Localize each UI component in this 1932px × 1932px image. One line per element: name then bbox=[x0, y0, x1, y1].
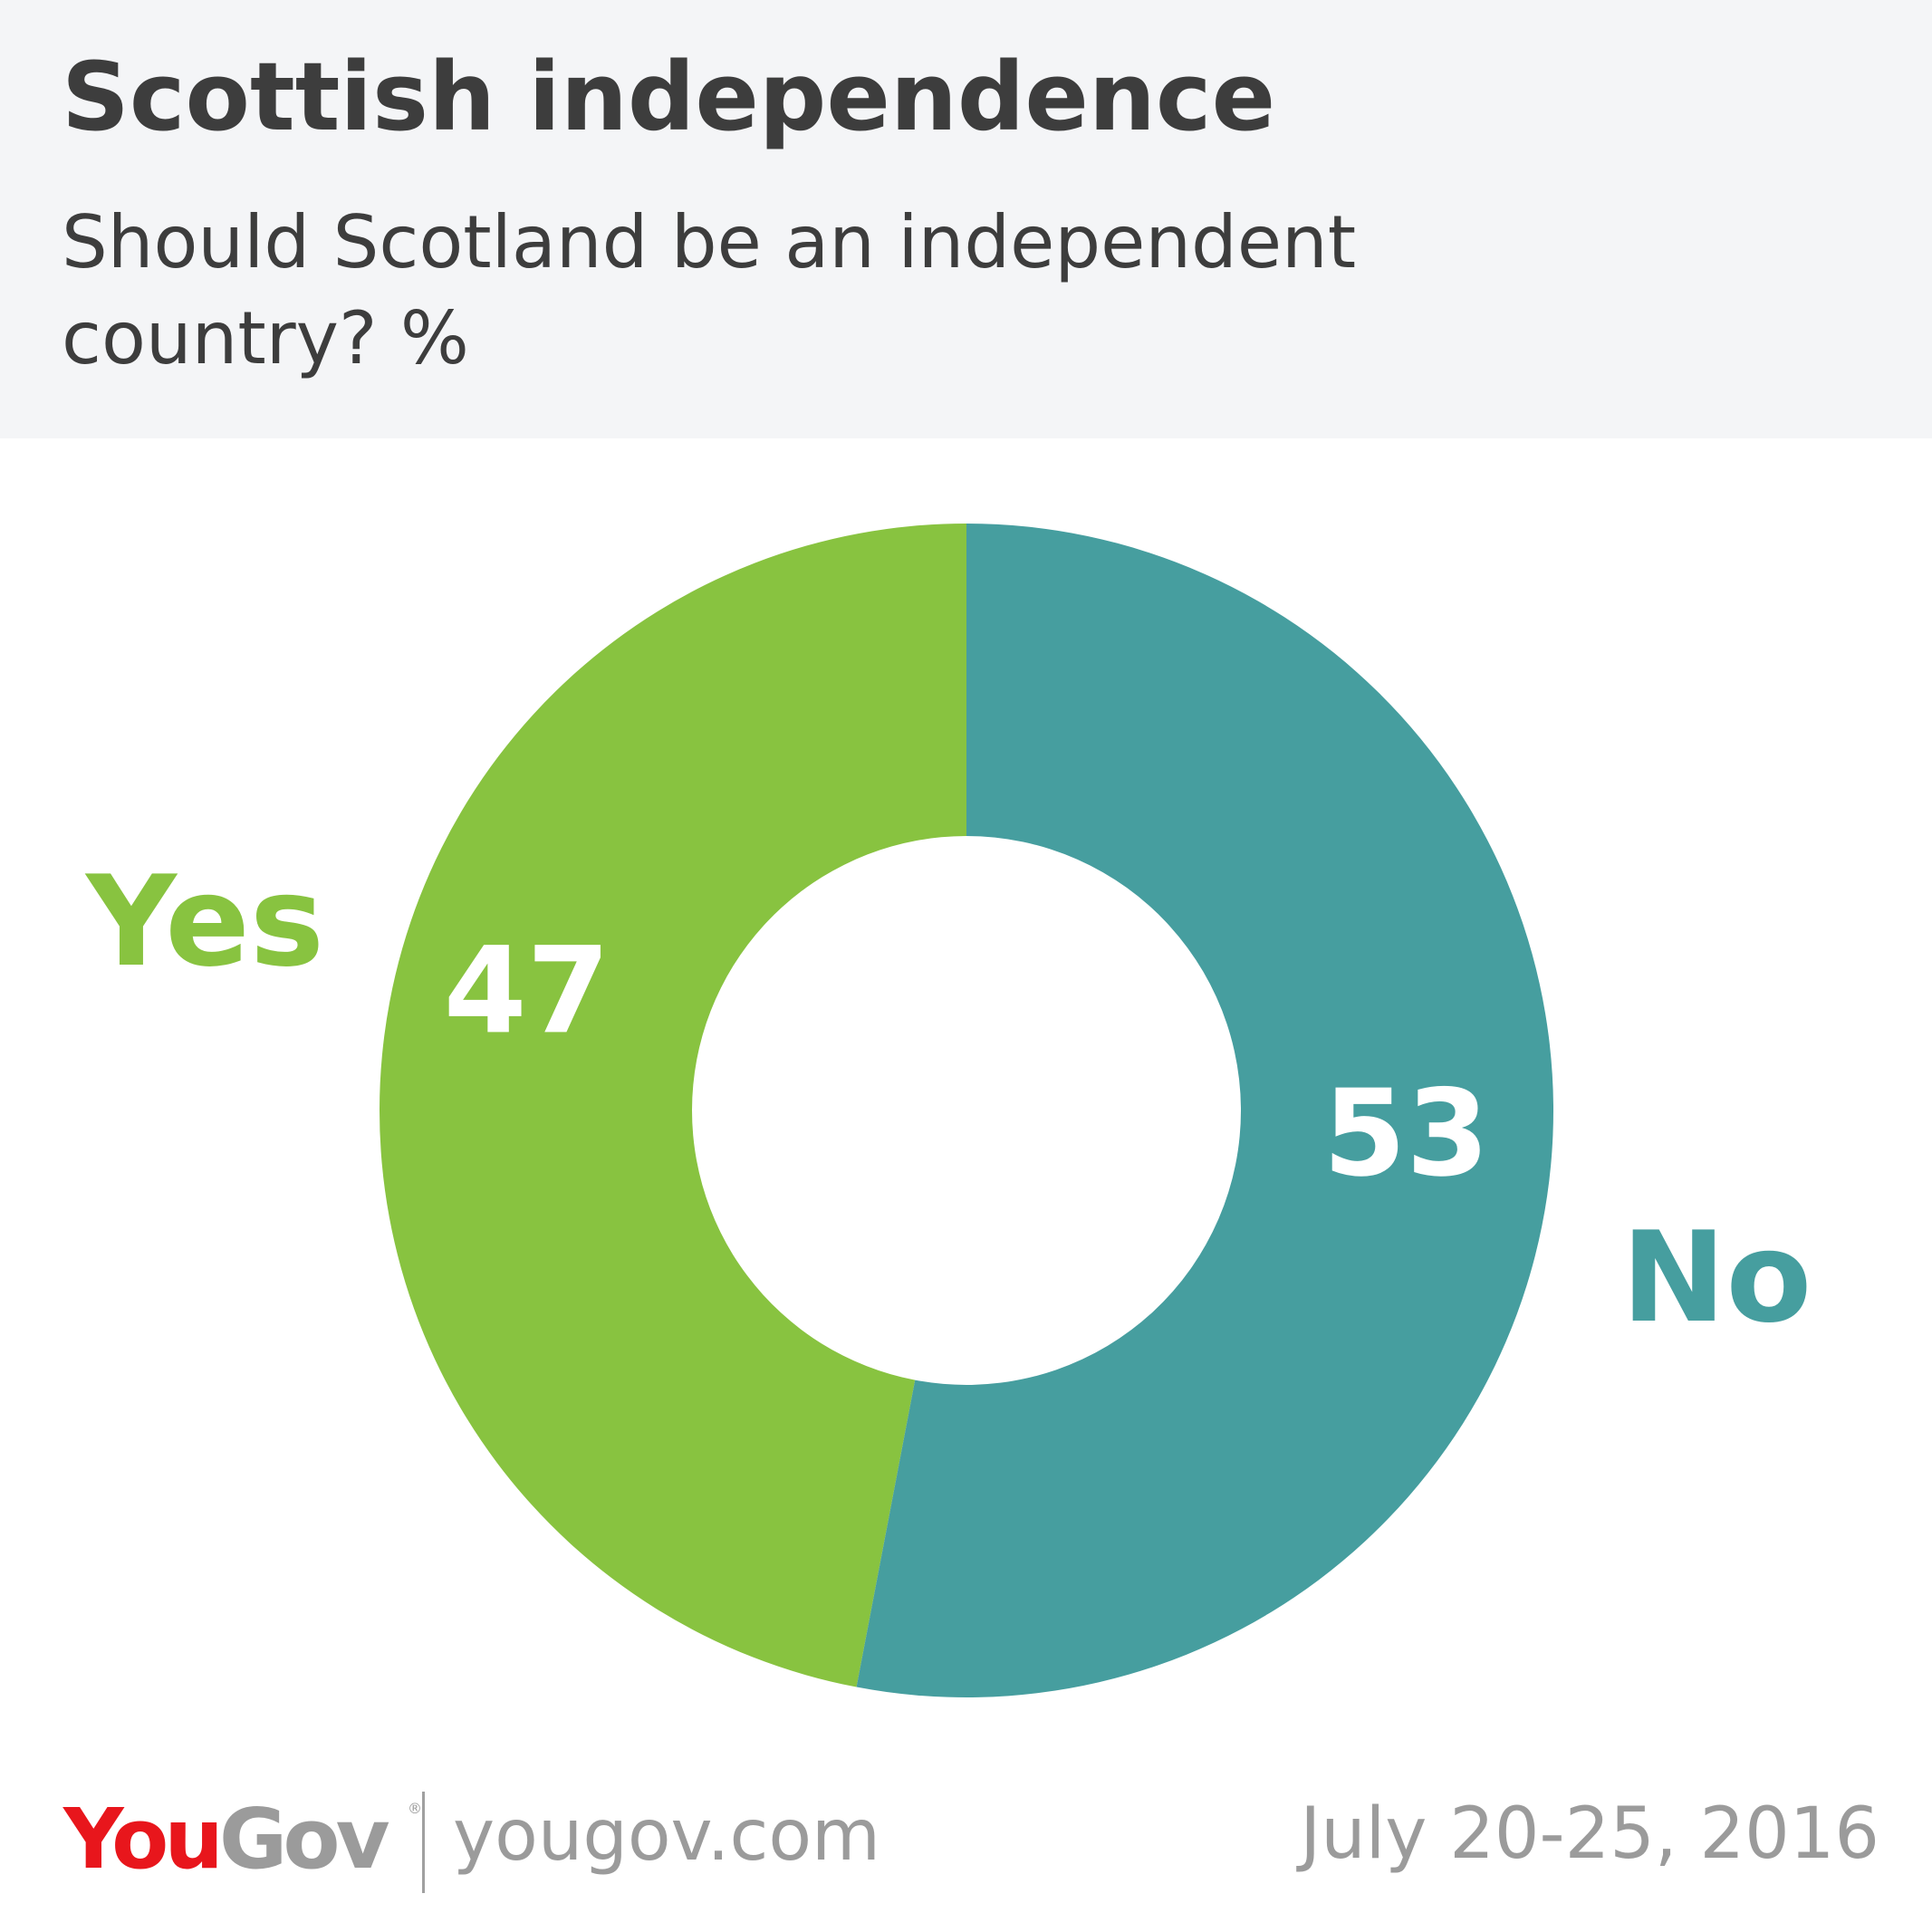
survey-date: July 20-25, 2016 bbox=[1300, 1793, 1879, 1875]
yougov-logo: YouGov ® bbox=[63, 1798, 422, 1881]
value-label-yes: 47 bbox=[444, 921, 610, 1061]
category-label-yes: Yes bbox=[84, 849, 324, 995]
slice-category-labels: Yes No bbox=[84, 849, 1812, 1350]
value-label-no: 53 bbox=[1323, 1064, 1490, 1204]
source-url-link[interactable]: yougov.com bbox=[453, 1795, 881, 1877]
donut-slice-no bbox=[856, 524, 1554, 1697]
footer-divider bbox=[422, 1792, 425, 1893]
donut-slice-yes bbox=[380, 524, 966, 1687]
chart-title: Scottish independence bbox=[62, 42, 1276, 152]
logo-you-text: You bbox=[63, 1791, 224, 1888]
slice-value-labels: 47 53 bbox=[444, 921, 1489, 1204]
registered-mark: ® bbox=[408, 1800, 422, 1817]
logo-gov-text: Gov bbox=[218, 1791, 390, 1888]
donut-slices bbox=[380, 524, 1554, 1697]
chart-subtitle: Should Scotland be an independent countr… bbox=[62, 200, 1357, 381]
category-label-no: No bbox=[1621, 1205, 1812, 1350]
header-band: Scottish independence Should Scotland be… bbox=[0, 0, 1932, 438]
